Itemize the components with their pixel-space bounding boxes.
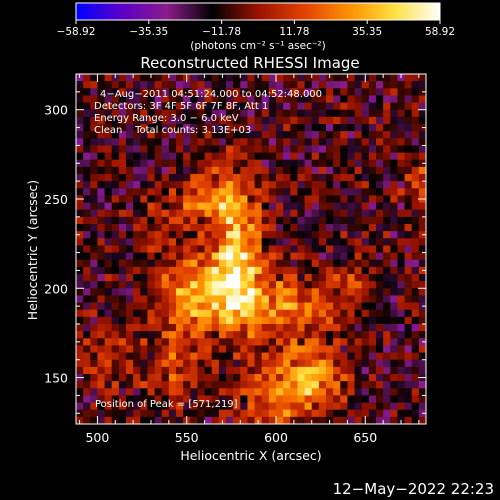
clean-counts-text: Clean Total counts: 3.13E+03 (94, 125, 251, 136)
colorbar-tick-label: 11.78 (279, 26, 309, 38)
peak-position-text: Position of Peak = [571,219] (95, 399, 238, 410)
x-tick-label: 600 (264, 430, 288, 445)
plot-frame (75, 73, 427, 425)
colorbar-tick-label: 35.35 (352, 26, 382, 38)
y-tick-label: 300 (44, 103, 68, 118)
y-tick-label: 250 (44, 192, 68, 207)
colorbar-tick-label: −11.78 (202, 26, 241, 38)
colorbar-tick-label: 58.92 (425, 26, 455, 38)
x-axis-label: Heliocentric X (arcsec) (180, 448, 321, 463)
y-tick-label: 200 (44, 281, 68, 296)
chart-title: Reconstructed RHESSI Image (140, 54, 359, 72)
x-tick-label: 550 (175, 430, 199, 445)
image-annotations: 4−Aug−2011 04:51:24.000 to 04:52:48.000 … (94, 89, 322, 410)
heatmap-image (76, 74, 427, 425)
colorbar: −58.92 −35.35 −11.78 11.78 35.35 58.92 (photo… (57, 2, 455, 52)
colorbar-ticks: −58.92 −35.35 −11.78 11.78 35.35 58.92 (57, 20, 455, 38)
y-axis-label: Heliocentric Y (arcsec) (25, 180, 40, 320)
time-range-text: 4−Aug−2011 04:51:24.000 to 04:52:48.000 (100, 89, 322, 100)
x-axis-ticks: 500 550 600 650 (79, 74, 420, 445)
x-tick-label: 650 (353, 430, 377, 445)
colorbar-unit-label: (photons cm⁻² s⁻¹ asec⁻²) (190, 40, 325, 52)
y-tick-label: 150 (44, 371, 68, 386)
y-axis-ticks: 150 200 250 300 (44, 73, 426, 414)
colorbar-tick-label: −35.35 (129, 26, 168, 38)
footer-date: 12−May−2022 22:23 (333, 480, 494, 498)
colorbar-bar (75, 2, 441, 21)
colorbar-tick-label: −58.92 (57, 26, 96, 38)
energy-range-text: Energy Range: 3.0 − 6.0 keV (94, 113, 239, 124)
x-tick-label: 500 (85, 430, 109, 445)
plot-area: 500 550 600 650 150 200 250 300 (44, 73, 427, 445)
detectors-text: Detectors: 3F 4F 5F 6F 7F 8F, Att 1 (94, 101, 268, 112)
